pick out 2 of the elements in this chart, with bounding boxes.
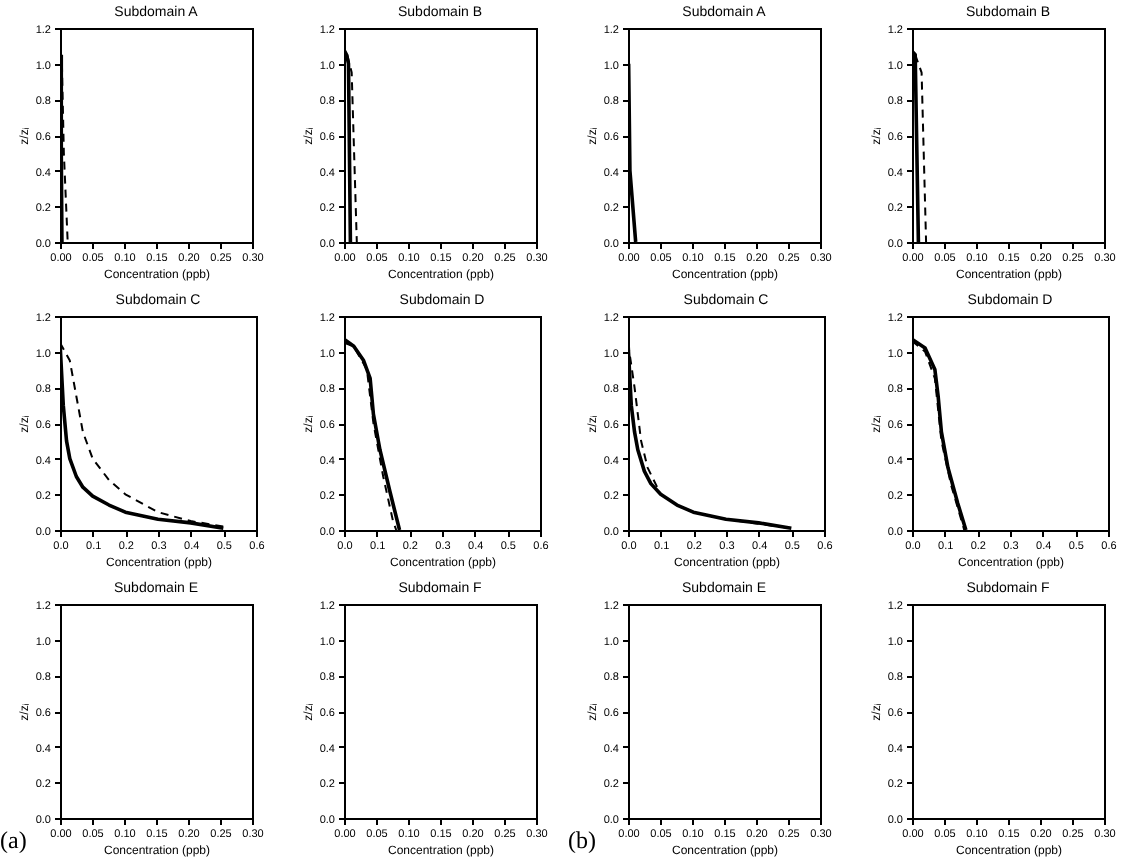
text: (b): [568, 826, 596, 856]
text: (a): [0, 826, 27, 856]
